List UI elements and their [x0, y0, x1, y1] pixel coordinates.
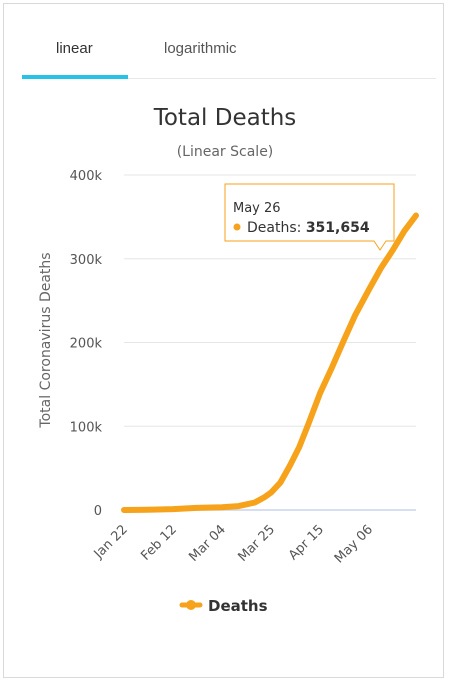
y-tick-label: 0	[94, 504, 102, 519]
y-tick-label: 300k	[70, 253, 103, 268]
svg-text:Deaths: 351,654: Deaths: 351,654	[247, 220, 370, 236]
tooltip-date: May 26	[233, 201, 281, 216]
y-tick-label: 100k	[70, 420, 103, 435]
tab-linear[interactable]: linear	[56, 40, 93, 57]
legend-label-deaths[interactable]: Deaths	[208, 597, 268, 615]
y-tick-label: 400k	[70, 169, 103, 184]
tooltip-series-dot	[233, 223, 241, 231]
y-axis-ticks: 0 100k 200k 300k 400k	[70, 169, 103, 519]
y-gridlines	[124, 174, 416, 427]
deaths-series-line[interactable]	[121, 212, 419, 513]
legend-marker-icon	[186, 600, 196, 610]
tooltip-box	[224, 183, 395, 251]
x-tick-label: May 06	[332, 522, 376, 566]
legend[interactable]: Deaths	[179, 597, 268, 615]
x-tick-label: Mar 04	[186, 522, 229, 565]
x-tick-label: Jan 22	[91, 522, 131, 562]
x-tick-label: Feb 12	[138, 522, 180, 564]
x-axis-ticks: Jan 22 Feb 12 Mar 04 Mar 25 Apr 15 May 06	[91, 522, 376, 566]
y-tick-label: 200k	[70, 337, 103, 352]
tab-logarithmic[interactable]: logarithmic	[164, 40, 237, 57]
y-axis-title: Total Coronavirus Deaths	[38, 252, 54, 428]
chart-title: Total Deaths	[153, 105, 297, 131]
active-tab-indicator	[22, 75, 128, 79]
x-tick-label: Apr 15	[286, 522, 327, 563]
x-tick-label: Mar 25	[235, 522, 278, 565]
tooltip-value: 351,654	[306, 220, 370, 236]
tooltip: May 26 Deaths: 351,654	[224, 183, 395, 251]
tooltip-series-label: Deaths:	[247, 220, 301, 236]
chart-subtitle: (Linear Scale)	[177, 144, 274, 160]
chart-panel: linear logarithmic	[3, 3, 444, 678]
scale-tabs: linear logarithmic	[22, 32, 436, 79]
